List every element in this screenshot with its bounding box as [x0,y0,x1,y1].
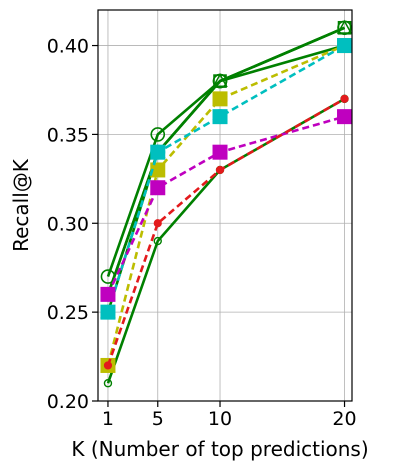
data-point [336,19,353,34]
data-point [212,73,228,89]
series-line [106,97,346,384]
data-point [150,162,166,178]
series-4 [100,38,352,302]
data-point [150,180,166,196]
plot-frame [97,9,353,402]
series-line [106,26,346,313]
data-point [150,144,166,160]
data-point [337,38,353,54]
y-tick-label: 0.35 [47,124,89,146]
y-axis-label: Recall@K [9,158,33,252]
series-5 [103,94,349,388]
data-point [212,91,228,107]
series-line [106,44,346,313]
plot-series [100,19,353,388]
data-point [153,236,162,246]
data-point [100,304,116,320]
y-tick-label: 0.25 [47,302,89,324]
x-axis-label: K (Number of top predictions) [71,437,368,461]
data-point [337,109,353,125]
x-tick-label: 10 [208,408,232,430]
series-10 [103,94,349,370]
axis-ticks: 1 5 10 20 0.20 0.25 0.30 0.35 0.40 [47,36,357,430]
data-point [215,165,225,175]
series-8 [150,38,353,160]
data-point [340,94,349,103]
data-point [212,144,228,160]
series-3 [100,19,353,319]
y-tick-label: 0.20 [47,391,89,413]
series-line [106,115,345,295]
y-tick-label: 0.40 [47,36,89,58]
series-line [106,44,345,295]
series-9 [100,109,353,302]
x-tick-label: 5 [152,408,164,430]
grid [98,10,352,402]
series-line [106,26,346,295]
data-point [150,127,166,142]
x-tick-label: 1 [102,408,114,430]
data-point [103,379,113,388]
series-line [106,97,346,366]
data-point [103,361,113,370]
data-point [100,286,116,302]
y-tick-label: 0.30 [47,213,89,235]
data-point [212,109,228,125]
data-point [153,219,162,228]
x-tick-label: 20 [332,408,356,430]
